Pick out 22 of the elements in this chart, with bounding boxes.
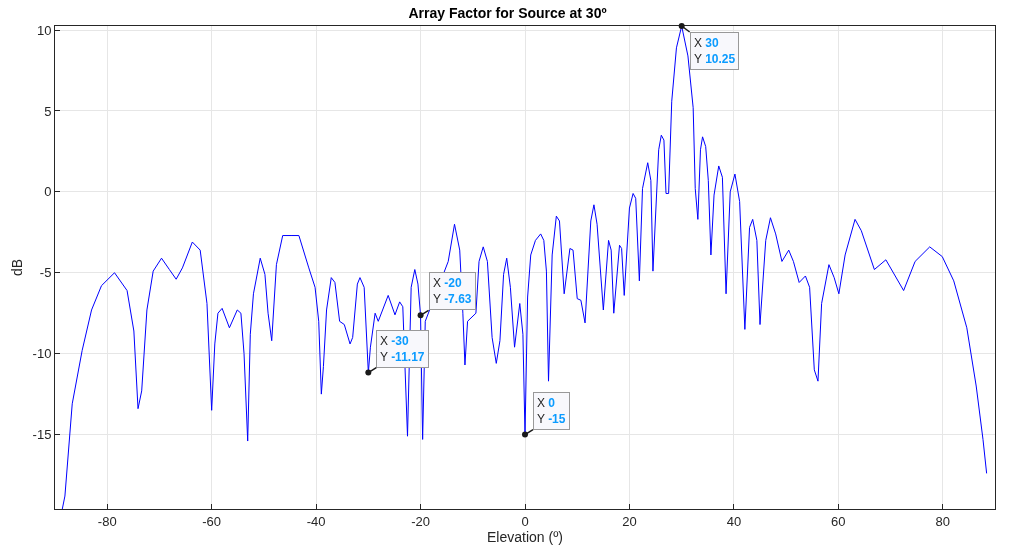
y-tick-label: -10 xyxy=(32,346,52,362)
y-tick-label: 5 xyxy=(44,103,52,119)
x-tick-label: -40 xyxy=(306,513,326,529)
chart-title: Array Factor for Source at 30º xyxy=(408,5,607,22)
x-tick-label: 80 xyxy=(935,513,951,529)
y-axis-title: dB xyxy=(9,258,26,277)
y-tick-label: -5 xyxy=(39,265,52,281)
annotation: X -30 Y -11.17 xyxy=(380,334,425,364)
x-tick-label: 20 xyxy=(622,513,637,529)
y-tick-label: -15 xyxy=(32,427,52,443)
x-tick-label: 60 xyxy=(831,513,846,529)
annotation: X 0 Y -15 xyxy=(537,396,566,426)
x-tick-label: -80 xyxy=(97,513,117,529)
x-tick-label: 0 xyxy=(521,513,529,529)
x-tick-label: -60 xyxy=(202,513,222,529)
annotation: X -20 Y -7.63 xyxy=(433,276,472,306)
y-tick-label: 0 xyxy=(44,184,52,200)
y-tick-label: 10 xyxy=(36,22,52,38)
x-tick-label: 40 xyxy=(726,513,742,529)
annotation: X 30 Y 10.25 xyxy=(694,36,736,66)
x-axis-title: Elevation (º) xyxy=(487,528,563,545)
x-tick-label: -20 xyxy=(411,513,430,529)
